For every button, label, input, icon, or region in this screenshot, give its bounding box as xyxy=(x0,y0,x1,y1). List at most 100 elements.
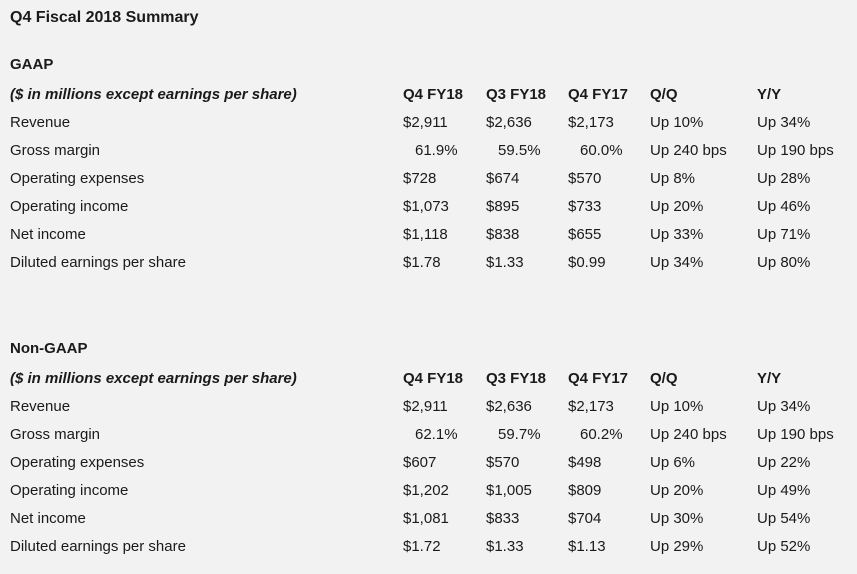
cell-value: 59.5% xyxy=(498,142,541,159)
table-row: Gross margin 61.9% 59.5% 60.0% Up 240 bp… xyxy=(10,137,857,165)
cell-value: $2,173 xyxy=(568,398,614,415)
cell-value: 60.0% xyxy=(580,142,623,159)
cell-value: $2,173 xyxy=(568,114,614,131)
cell-value: $1,202 xyxy=(403,482,449,499)
cell-value: $2,636 xyxy=(486,114,532,131)
cell-value: Up 80% xyxy=(757,254,811,271)
cell-value: Up 10% xyxy=(650,114,704,131)
cell-value: $570 xyxy=(486,454,520,471)
cell-value: 60.2% xyxy=(580,426,623,443)
unit-note: ($ in millions except earnings per share… xyxy=(10,86,297,103)
cell-value: $704 xyxy=(568,510,602,527)
col-header-q4fy17: Q4 FY17 xyxy=(568,370,629,387)
cell-value: 62.1% xyxy=(415,426,458,443)
table-row: Revenue $2,911 $2,636 $2,173 Up 10% Up 3… xyxy=(10,109,857,137)
cell-value: Up 34% xyxy=(757,398,811,415)
cell-value: $728 xyxy=(403,170,437,187)
col-header-qq: Q/Q xyxy=(650,370,678,387)
cell-value: $833 xyxy=(486,510,520,527)
row-label: Operating income xyxy=(10,198,129,215)
col-header-yy: Y/Y xyxy=(757,86,782,103)
section-non-gaap: Non-GAAP ($ in millions except earnings … xyxy=(10,339,857,561)
cell-value: Up 240 bps xyxy=(650,426,727,443)
cell-value: $2,911 xyxy=(403,398,448,415)
cell-value: Up 20% xyxy=(650,198,704,215)
col-header-qq: Q/Q xyxy=(650,86,678,103)
cell-value: Up 190 bps xyxy=(757,142,834,159)
cell-value: Up 6% xyxy=(650,454,696,471)
cell-value: $674 xyxy=(486,170,520,187)
cell-value: Up 28% xyxy=(757,170,811,187)
cell-value: Up 8% xyxy=(650,170,696,187)
row-label: Revenue xyxy=(10,398,71,415)
cell-value: Up 52% xyxy=(757,538,811,555)
cell-value: $1,073 xyxy=(403,198,449,215)
cell-value: $1,081 xyxy=(403,510,449,527)
section-heading-gaap: GAAP xyxy=(10,56,54,73)
row-label: Diluted earnings per share xyxy=(10,538,186,555)
cell-value: Up 33% xyxy=(650,226,704,243)
row-label: Net income xyxy=(10,226,86,243)
table-row: Operating income $1,202 $1,005 $809 Up 2… xyxy=(10,477,857,505)
cell-value: Up 54% xyxy=(757,510,811,527)
section-gaap: GAAP ($ in millions except earnings per … xyxy=(10,55,857,277)
col-header-q3fy18: Q3 FY18 xyxy=(486,370,547,387)
row-label: Operating income xyxy=(10,482,129,499)
cell-value: $809 xyxy=(568,482,602,499)
row-label: Gross margin xyxy=(10,142,101,159)
row-label: Gross margin xyxy=(10,426,101,443)
cell-value: $1.72 xyxy=(403,538,441,555)
cell-value: $1.13 xyxy=(568,538,606,555)
cell-value: $1.33 xyxy=(486,254,524,271)
cell-value: $1,005 xyxy=(486,482,532,499)
cell-value: $607 xyxy=(403,454,437,471)
section-heading-non-gaap: Non-GAAP xyxy=(10,340,88,357)
row-label: Revenue xyxy=(10,114,71,131)
cell-value: $1.33 xyxy=(486,538,524,555)
cell-value: Up 20% xyxy=(650,482,704,499)
col-header-yy: Y/Y xyxy=(757,370,782,387)
cell-value: $1.78 xyxy=(403,254,441,271)
cell-value: $0.99 xyxy=(568,254,606,271)
table-row: Diluted earnings per share $1.78 $1.33 $… xyxy=(10,249,857,277)
cell-value: 59.7% xyxy=(498,426,541,443)
cell-value: $895 xyxy=(486,198,520,215)
col-header-q4fy17: Q4 FY17 xyxy=(568,86,629,103)
table-row: Operating expenses $728 $674 $570 Up 8% … xyxy=(10,165,857,193)
page-title: Q4 Fiscal 2018 Summary xyxy=(10,9,199,26)
cell-value: Up 49% xyxy=(757,482,811,499)
cell-value: $498 xyxy=(568,454,602,471)
cell-value: Up 71% xyxy=(757,226,811,243)
cell-value: $733 xyxy=(568,198,602,215)
table-row: Net income $1,081 $833 $704 Up 30% Up 54… xyxy=(10,505,857,533)
cell-value: $570 xyxy=(568,170,602,187)
table-row: Operating income $1,073 $895 $733 Up 20%… xyxy=(10,193,857,221)
unit-note: ($ in millions except earnings per share… xyxy=(10,370,297,387)
cell-value: $655 xyxy=(568,226,602,243)
cell-value: Up 46% xyxy=(757,198,811,215)
cell-value: Up 29% xyxy=(650,538,704,555)
cell-value: Up 30% xyxy=(650,510,704,527)
cell-value: Up 10% xyxy=(650,398,704,415)
table-row: Diluted earnings per share $1.72 $1.33 $… xyxy=(10,533,857,561)
cell-value: Up 22% xyxy=(757,454,811,471)
cell-value: $2,636 xyxy=(486,398,532,415)
row-label: Diluted earnings per share xyxy=(10,254,186,271)
cell-value: $1,118 xyxy=(403,226,448,243)
row-label: Net income xyxy=(10,510,86,527)
col-header-q4fy18: Q4 FY18 xyxy=(403,86,464,103)
cell-value: Up 34% xyxy=(650,254,704,271)
row-label: Operating expenses xyxy=(10,454,145,471)
col-header-q3fy18: Q3 FY18 xyxy=(486,86,547,103)
cell-value: Up 240 bps xyxy=(650,142,727,159)
cell-value: Up 34% xyxy=(757,114,811,131)
cell-value: Up 190 bps xyxy=(757,426,834,443)
cell-value: 61.9% xyxy=(415,142,458,159)
table-header-row: ($ in millions except earnings per share… xyxy=(10,365,857,393)
cell-value: $2,911 xyxy=(403,114,448,131)
cell-value: $838 xyxy=(486,226,520,243)
table-row: Revenue $2,911 $2,636 $2,173 Up 10% Up 3… xyxy=(10,393,857,421)
row-label: Operating expenses xyxy=(10,170,145,187)
col-header-q4fy18: Q4 FY18 xyxy=(403,370,464,387)
